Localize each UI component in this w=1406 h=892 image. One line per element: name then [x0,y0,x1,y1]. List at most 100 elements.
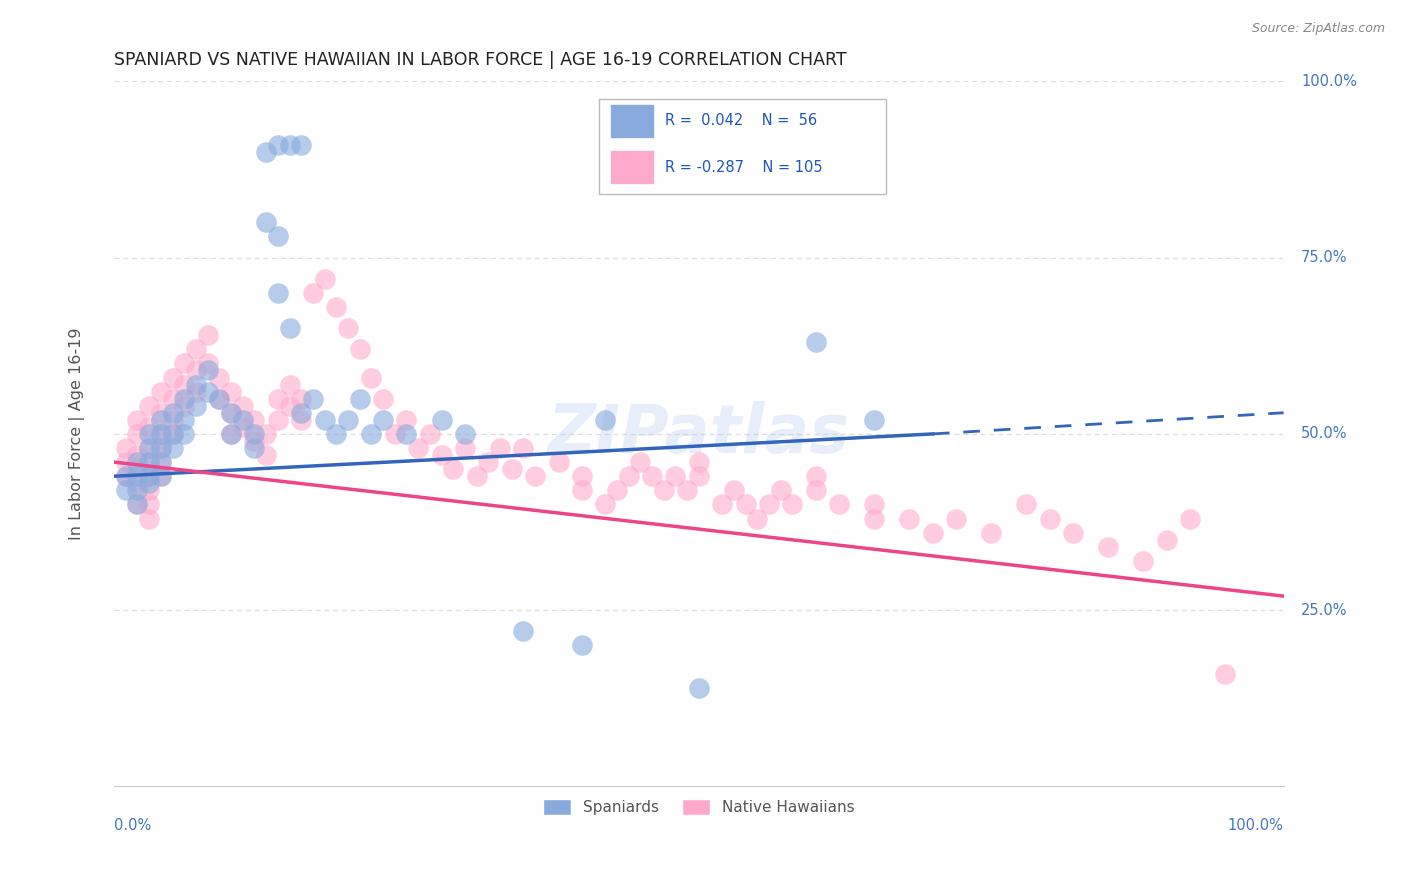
Point [419,426,441,441]
Point [980,525,1002,540]
Text: 100.0%: 100.0% [1301,74,1357,89]
Point [232,399,254,413]
Point [138,476,160,491]
Point [595,413,617,427]
Point [349,343,371,357]
Point [641,469,664,483]
FancyBboxPatch shape [599,99,886,194]
Point [114,469,136,483]
Point [173,413,195,427]
Point [162,441,184,455]
Point [149,469,172,483]
Point [127,498,149,512]
Point [138,511,160,525]
Point [267,137,290,152]
Point [571,639,593,653]
FancyBboxPatch shape [610,103,654,137]
Point [804,335,827,350]
Point [278,399,301,413]
Point [547,455,569,469]
Point [173,377,195,392]
Point [138,469,160,483]
Point [162,392,184,406]
Point [395,426,418,441]
Point [1097,540,1119,554]
Point [769,483,792,498]
Point [127,426,149,441]
Text: Source: ZipAtlas.com: Source: ZipAtlas.com [1251,22,1385,36]
Point [162,426,184,441]
Point [232,413,254,427]
Point [628,455,651,469]
Point [524,469,547,483]
Point [325,426,347,441]
Point [395,413,418,427]
Point [127,476,149,491]
Point [804,483,827,498]
Point [114,469,136,483]
Point [149,413,172,427]
Point [688,469,710,483]
Text: R = -0.287    N = 105: R = -0.287 N = 105 [665,160,823,175]
Point [197,384,219,399]
Point [243,413,266,427]
Point [219,426,242,441]
Point [278,377,301,392]
Point [747,511,769,525]
Point [162,426,184,441]
Text: R =  0.042    N =  56: R = 0.042 N = 56 [665,112,817,128]
Point [1156,533,1178,547]
Point [138,426,160,441]
Point [243,441,266,455]
Point [688,455,710,469]
Text: In Labor Force | Age 16-19: In Labor Force | Age 16-19 [69,327,84,541]
Point [477,455,499,469]
Point [1039,511,1062,525]
Point [489,441,512,455]
Point [184,399,207,413]
Point [114,483,136,498]
Point [149,455,172,469]
Point [127,498,149,512]
Text: 0.0%: 0.0% [114,818,152,833]
Point [314,413,336,427]
Point [349,392,371,406]
Point [804,469,827,483]
Point [127,448,149,462]
Point [127,483,149,498]
Point [138,441,160,455]
Point [302,285,325,300]
Point [197,328,219,343]
Point [173,392,195,406]
Point [127,455,149,469]
Point [138,498,160,512]
Point [149,441,172,455]
Point [162,370,184,384]
Point [149,406,172,420]
Point [149,384,172,399]
Point [173,426,195,441]
FancyBboxPatch shape [610,151,654,185]
Point [337,321,360,335]
Point [782,498,804,512]
Text: 25.0%: 25.0% [1301,603,1348,617]
Point [360,370,382,384]
Point [127,462,149,476]
Point [219,426,242,441]
Point [430,413,453,427]
Point [184,343,207,357]
Point [302,392,325,406]
Point [676,483,699,498]
Point [127,469,149,483]
Point [945,511,967,525]
Point [688,681,710,695]
Point [454,426,477,441]
Point [828,498,851,512]
Point [863,413,886,427]
Point [184,377,207,392]
Point [571,469,593,483]
Point [254,448,277,462]
Point [208,370,231,384]
Point [254,145,277,159]
Point [406,441,429,455]
